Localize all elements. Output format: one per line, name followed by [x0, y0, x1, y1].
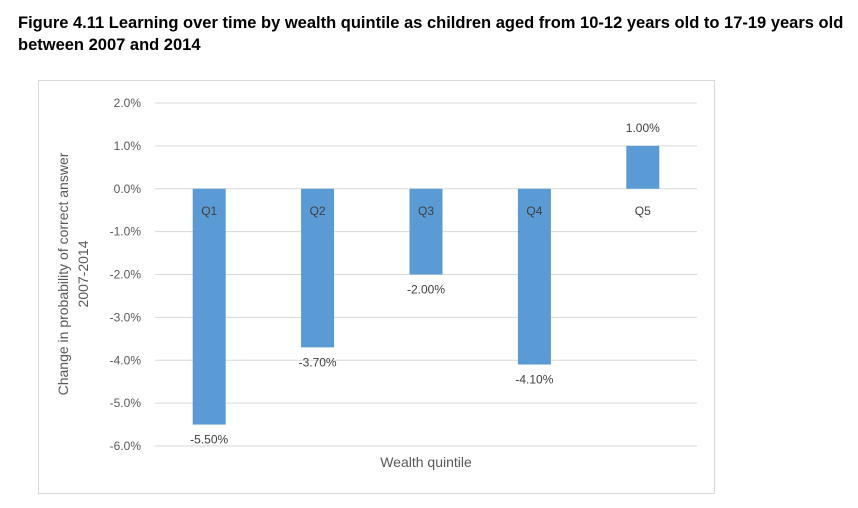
- y-tick-label: -1.0%: [110, 225, 142, 239]
- data-label: -4.10%: [515, 373, 553, 387]
- y-axis-title-line-2: 2007-2014: [75, 240, 91, 307]
- data-label: -5.50%: [190, 433, 228, 447]
- category-label: Q2: [310, 204, 326, 218]
- bar-q5: [626, 145, 660, 189]
- y-tick-label: -5.0%: [110, 396, 142, 410]
- chart-area: [38, 80, 715, 494]
- category-label: Q4: [526, 204, 542, 218]
- bar-q3: [409, 188, 443, 275]
- y-tick-label: -2.0%: [110, 268, 142, 282]
- y-axis-ticks: 2.0% 1.0% 0.0% -1.0% -2.0% -3.0% -4.0% -5.0% -6.…: [110, 96, 142, 453]
- data-labels: Q1 -5.50% Q2 -3.70% Q3 -2.00% Q4 -4.10% Q5 1.00%: [190, 121, 660, 447]
- y-tick-label: 1.0%: [114, 139, 142, 153]
- bars: [192, 145, 660, 425]
- figure-title: Figure 4.11 Learning over time by wealth…: [18, 14, 844, 54]
- category-label: Q1: [201, 204, 217, 218]
- x-axis-title: Wealth quintile: [380, 454, 472, 470]
- y-tick-label: 2.0%: [114, 96, 142, 110]
- data-label: -3.70%: [299, 355, 337, 369]
- category-label: Q3: [418, 204, 434, 218]
- y-tick-label: 0.0%: [114, 182, 142, 196]
- y-tick-label: -4.0%: [110, 353, 142, 367]
- y-axis-title-line-1: Change in probability of correct answer: [55, 152, 71, 395]
- bar-q4: [517, 188, 551, 365]
- data-label: 1.00%: [626, 121, 660, 135]
- data-label: -2.00%: [407, 283, 445, 297]
- bar-q2: [301, 188, 335, 348]
- category-label: Q5: [635, 204, 651, 218]
- y-tick-label: -3.0%: [110, 310, 142, 324]
- bar-q1: [192, 188, 226, 425]
- y-tick-label: -6.0%: [110, 439, 142, 453]
